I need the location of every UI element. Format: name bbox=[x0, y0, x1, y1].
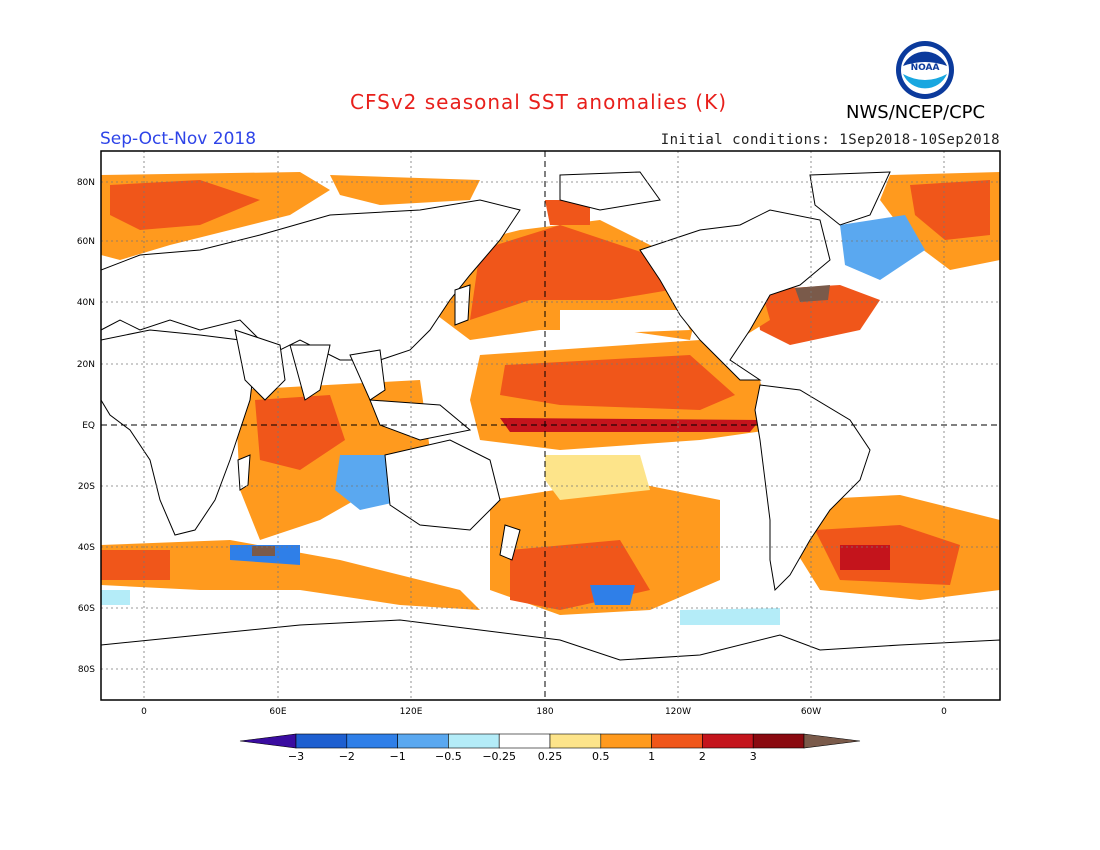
lat-label: 60N bbox=[77, 237, 95, 247]
colorbar-label: −2 bbox=[339, 750, 355, 763]
lon-label: 120E bbox=[400, 707, 423, 717]
lat-label: 20S bbox=[78, 482, 95, 492]
lon-label: 60W bbox=[801, 707, 821, 717]
lon-label: 60E bbox=[269, 707, 286, 717]
colorbar-min-arrow bbox=[239, 733, 297, 749]
colorbar-swatch bbox=[448, 733, 500, 749]
initial-conditions-label: Initial conditions: 1Sep2018-10Sep2018 bbox=[660, 132, 1000, 148]
noaa-logo-icon: NOAA bbox=[896, 41, 954, 99]
map-frame bbox=[100, 150, 1001, 701]
lon-label: 180 bbox=[536, 707, 553, 717]
colorbar-label: 0.5 bbox=[592, 750, 610, 763]
lat-label: 80N bbox=[77, 178, 95, 188]
colorbar-label: −1 bbox=[389, 750, 405, 763]
colorbar-swatch bbox=[397, 733, 449, 749]
continent-outlines bbox=[101, 171, 1000, 700]
colorbar-swatch bbox=[346, 733, 398, 749]
colorbar-label: 2 bbox=[699, 750, 706, 763]
lat-label: EQ bbox=[82, 421, 95, 431]
lat-label: 40S bbox=[78, 543, 95, 553]
anomaly-fill-layer bbox=[101, 172, 1000, 625]
season-label: Sep-Oct-Nov 2018 bbox=[100, 129, 257, 149]
longitude-labels: 0 60E 120E 180 120W 60W 0 bbox=[141, 707, 947, 717]
logo-text: NOAA bbox=[911, 63, 940, 73]
colorbar-swatch bbox=[295, 733, 348, 749]
colorbar-swatch bbox=[498, 733, 551, 749]
agency-label: NWS/NCEP/CPC bbox=[846, 102, 986, 123]
colorbar-swatch bbox=[702, 733, 754, 749]
lat-label: 80S bbox=[78, 665, 95, 675]
lat-label: 20N bbox=[77, 360, 95, 370]
colorbar-label: 3 bbox=[750, 750, 757, 763]
colorbar-label: −0.25 bbox=[482, 750, 516, 763]
colorbar-label: 1 bbox=[648, 750, 655, 763]
latitude-labels: 80N 60N 40N 20N EQ 20S 40S 60S 80S bbox=[77, 178, 95, 675]
colorbar-swatch bbox=[752, 733, 805, 749]
colorbar-label: 0.25 bbox=[538, 750, 563, 763]
map-title: CFSv2 seasonal SST anomalies (K) bbox=[350, 90, 727, 114]
lat-label: 40N bbox=[77, 298, 95, 308]
lon-label: 120W bbox=[665, 707, 691, 717]
colorbar-swatch bbox=[549, 733, 602, 749]
colorbar-label: −0.5 bbox=[435, 750, 462, 763]
colorbar-label: −3 bbox=[288, 750, 304, 763]
lon-label: 0 bbox=[941, 707, 947, 717]
lon-label: 0 bbox=[141, 707, 147, 717]
colorbar-swatch bbox=[600, 733, 652, 749]
colorbar-swatch bbox=[651, 733, 703, 749]
colorbar: −3 −2 −1 −0.5 −0.25 0.25 0.5 1 2 3 bbox=[239, 733, 861, 763]
graticule bbox=[101, 151, 1000, 700]
colorbar-max-arrow bbox=[803, 733, 861, 749]
lat-label: 60S bbox=[78, 604, 95, 614]
